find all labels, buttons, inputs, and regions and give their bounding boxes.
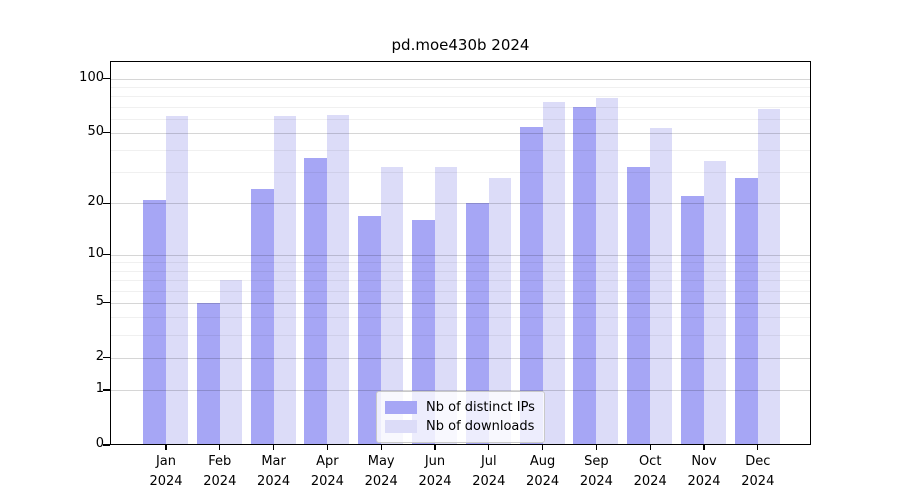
x-tick-label-oct: Oct 2024: [633, 454, 667, 489]
bar-distinct-ips-mar: [250, 189, 274, 445]
bar-downloads-sep: [596, 98, 619, 445]
bar-downloads-oct: [650, 128, 673, 445]
y-tick-mark: [103, 357, 110, 359]
x-tick-label-may: May 2024: [364, 454, 398, 489]
y-tick-label: 0: [95, 436, 104, 451]
x-tick-mark: [326, 445, 329, 450]
bar-distinct-ips-dec: [734, 177, 758, 445]
bar-distinct-ips-nov: [681, 196, 704, 445]
bar-downloads-aug: [542, 102, 565, 445]
y-tick-mark: [103, 202, 110, 204]
y-tick-label: 2: [95, 348, 104, 364]
x-tick-label-mar: Mar 2024: [257, 454, 291, 489]
x-tick-label-nov: Nov 2024: [687, 454, 721, 489]
y-tick-label: 5: [95, 293, 104, 309]
bar-distinct-ips-sep: [573, 106, 597, 445]
bar-distinct-ips-oct: [627, 167, 651, 445]
x-tick-mark: [434, 445, 436, 450]
bar-distinct-ips-jan: [143, 199, 166, 445]
y-tick-mark: [103, 302, 110, 304]
x-tick-mark: [272, 445, 275, 450]
x-tick-label-sep: Sep 2024: [579, 454, 613, 489]
legend: Nb of distinct IPs Nb of downloads: [376, 391, 545, 443]
x-tick-mark: [488, 445, 490, 450]
x-tick-label-aug: Aug 2024: [526, 454, 560, 489]
x-tick-mark: [757, 445, 759, 450]
x-tick-mark: [703, 445, 705, 450]
bar-downloads-apr: [327, 114, 350, 445]
x-tick-label-jun: Jun 2024: [418, 454, 452, 489]
legend-item-distinct-ips: Nb of distinct IPs: [385, 398, 535, 417]
bar-distinct-ips-jul: [465, 203, 489, 445]
legend-item-downloads: Nb of downloads: [385, 417, 535, 436]
x-tick-mark: [219, 445, 221, 450]
y-tick-label: 50: [87, 123, 104, 139]
x-tick-mark: [165, 445, 167, 450]
x-tick-label-jul: Jul 2024: [472, 454, 506, 489]
y-tick-mark: [103, 389, 110, 391]
x-tick-mark: [649, 445, 651, 450]
bar-downloads-jul: [488, 177, 511, 445]
y-tick-label: 20: [87, 194, 104, 210]
y-tick-label: 10: [87, 245, 104, 261]
y-tick-mark: [103, 132, 110, 134]
y-tick-mark: [103, 77, 110, 80]
x-tick-label-dec: Dec 2024: [741, 454, 775, 489]
x-tick-mark: [595, 445, 598, 450]
bar-downloads-dec: [757, 108, 780, 445]
x-tick-mark: [380, 445, 382, 450]
y-tick-mark: [103, 253, 110, 256]
bar-distinct-ips-feb: [196, 302, 220, 445]
bar-downloads-feb: [219, 279, 242, 445]
legend-label-distinct-ips: Nb of distinct IPs: [426, 400, 535, 415]
x-tick-label-apr: Apr 2024: [310, 454, 344, 489]
bar-downloads-mar: [273, 116, 296, 445]
legend-swatch-downloads: [385, 420, 417, 433]
bar-distinct-ips-apr: [304, 158, 328, 445]
y-tick-mark: [103, 444, 110, 446]
plot-area: Nb of distinct IPs Nb of downloads: [110, 61, 811, 445]
bar-downloads-jun: [435, 167, 457, 445]
legend-label-downloads: Nb of downloads: [426, 419, 535, 434]
x-tick-label-feb: Feb 2024: [203, 454, 237, 489]
x-tick-label-jan: Jan 2024: [149, 454, 183, 489]
y-tick-label: 1: [95, 381, 104, 396]
legend-swatch-distinct-ips: [385, 401, 417, 414]
chart-title: pd.moe430b 2024: [391, 36, 530, 54]
bar-downloads-may: [381, 167, 404, 445]
bar-distinct-ips-aug: [519, 126, 543, 445]
y-tick-label: 100: [79, 69, 104, 85]
bar-downloads-nov: [704, 160, 726, 445]
x-tick-mark: [541, 445, 544, 450]
bar-downloads-jan: [166, 116, 188, 445]
bars-layer: [110, 61, 811, 445]
bar-distinct-ips-jun: [412, 220, 435, 445]
bar-distinct-ips-may: [358, 215, 382, 445]
